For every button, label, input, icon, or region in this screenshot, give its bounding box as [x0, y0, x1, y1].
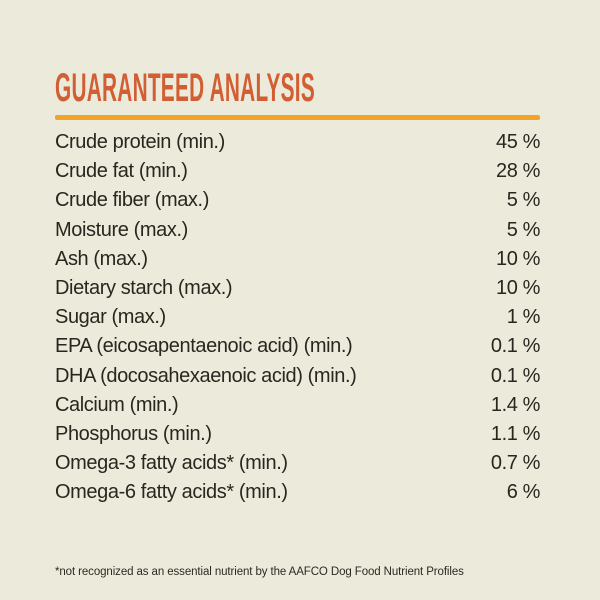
page-title: GUARANTEED ANALYSIS [55, 66, 315, 110]
table-row: Crude protein (min.) 45 % [55, 128, 540, 157]
nutrient-label: Crude fiber (max.) [55, 189, 209, 212]
nutrient-value: 1 % [506, 306, 541, 329]
aafco-footnote: *not recognized as an essential nutrient… [55, 566, 464, 578]
table-row: DHA (docosahexaenoic acid) (min.) 0.1 % [55, 362, 540, 391]
table-row: Crude fiber (max.) 5 % [55, 186, 540, 215]
table-row: Omega-3 fatty acids* (min.) 0.7 % [55, 449, 540, 478]
nutrient-label: Calcium (min.) [55, 393, 179, 416]
table-row: Moisture (max.) 5 % [55, 216, 540, 245]
nutrient-value: 0.1 % [490, 335, 541, 358]
nutrient-label: Omega-6 fatty acids* (min.) [55, 481, 288, 504]
nutrient-label: Moisture (max.) [55, 218, 188, 241]
nutrient-label: Phosphorus (min.) [55, 422, 212, 445]
nutrient-value: 28 % [496, 160, 540, 183]
table-row: EPA (eicosapentaenoic acid) (min.) 0.1 % [55, 332, 540, 361]
nutrient-label: Omega-3 fatty acids* (min.) [55, 452, 288, 475]
analysis-table: Crude protein (min.) 45 % Crude fat (min.)… [55, 128, 540, 507]
nutrient-value: 10 % [496, 247, 540, 270]
nutrient-label: Sugar (max.) [55, 306, 166, 329]
nutrient-label: Ash (max.) [55, 247, 148, 270]
nutrient-value: 10 % [496, 276, 540, 299]
nutrient-value: 0.7 % [490, 452, 541, 475]
table-row: Ash (max.) 10 % [55, 245, 540, 274]
nutrient-label: DHA (docosahexaenoic acid) (min.) [55, 364, 357, 387]
nutrient-value: 0.1 % [490, 364, 541, 387]
nutrient-value: 45 % [496, 131, 540, 153]
nutrient-label: EPA (eicosapentaenoic acid) (min.) [55, 335, 353, 358]
table-row: Omega-6 fatty acids* (min.) 6 % [55, 478, 540, 507]
title-underline [55, 115, 540, 120]
table-row: Calcium (min.) 1.4 % [55, 391, 540, 420]
table-row: Phosphorus (min.) 1.1 % [55, 420, 540, 449]
nutrient-value: 1.4 % [490, 393, 541, 416]
nutrient-label: Dietary starch (max.) [55, 276, 233, 299]
nutrient-label: Crude protein (min.) [55, 131, 225, 153]
table-row: Crude fat (min.) 28 % [55, 157, 540, 186]
nutrient-value: 1.1 % [490, 422, 541, 445]
nutrient-value: 5 % [506, 218, 541, 241]
nutrient-value: 6 % [506, 481, 541, 504]
table-row: Dietary starch (max.) 10 % [55, 274, 540, 303]
nutrient-value: 5 % [506, 189, 541, 212]
table-row: Sugar (max.) 1 % [55, 303, 540, 332]
nutrient-label: Crude fat (min.) [55, 160, 188, 183]
